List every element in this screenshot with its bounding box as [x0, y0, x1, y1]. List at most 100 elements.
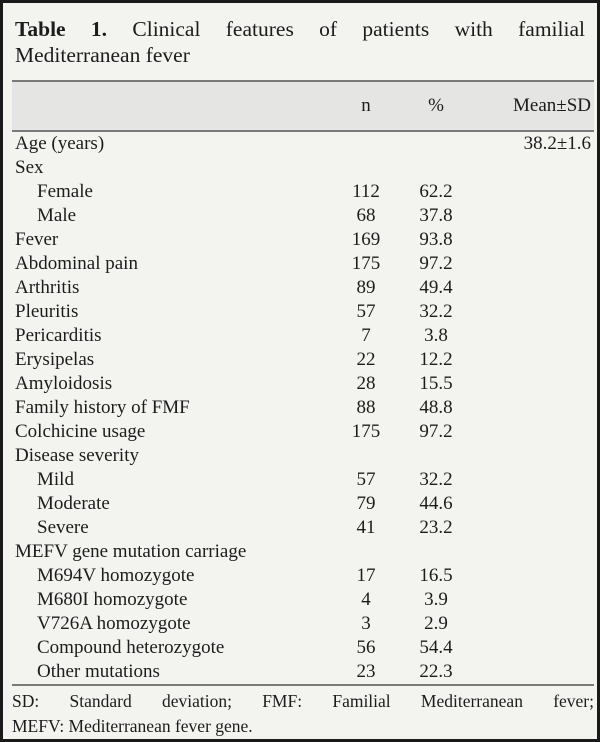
row-label: Mild [37, 469, 74, 490]
table-body: Age (years) 38.2±1.6 Sex Female 112 62.2… [12, 131, 594, 684]
footnote-line-2: MEFV: Mediterranean fever gene. [12, 716, 253, 736]
table-row: Mild 57 32.2 [12, 468, 594, 492]
row-percent-value [398, 156, 474, 180]
table-row: Amyloidosis 28 15.5 [12, 372, 594, 396]
row-mean-sd-value [474, 228, 594, 252]
row-label: Pericarditis [15, 325, 102, 346]
row-label: Erysipelas [15, 349, 95, 370]
row-n-value: 57 [356, 469, 376, 490]
row-n-value: 175 [351, 253, 381, 274]
col-header-mean-sd: Mean±SD [474, 80, 594, 132]
row-n-value: 22 [356, 349, 376, 370]
row-percent-value: 44.6 [419, 493, 453, 514]
row-label: Family history of FMF [15, 397, 190, 418]
row-mean-sd-value [474, 444, 594, 468]
row-percent-value: 32.2 [419, 301, 453, 322]
row-label: Arthritis [15, 277, 80, 298]
table-row: Colchicine usage 175 97.2 [12, 420, 594, 444]
table-caption: Table 1. Clinical features of patients w… [12, 16, 588, 68]
row-percent-value: 97.2 [419, 253, 453, 274]
row-mean-sd-value [474, 300, 594, 324]
table-row: Age (years) 38.2±1.6 [12, 131, 594, 156]
col-header-percent: % [398, 80, 474, 132]
col-header-label [12, 80, 334, 132]
row-label: M680I homozygote [37, 589, 188, 610]
row-n-value: 28 [356, 373, 376, 394]
row-mean-sd-value [474, 180, 594, 204]
row-n-value: 175 [351, 421, 381, 442]
row-mean-sd-value [474, 324, 594, 348]
row-percent-value: 32.2 [419, 469, 453, 490]
row-percent-value: 54.4 [419, 637, 453, 658]
col-header-n: n [334, 80, 398, 132]
table-row: Female 112 62.2 [12, 180, 594, 204]
table-row: Family history of FMF 88 48.8 [12, 396, 594, 420]
row-mean-sd-value [474, 636, 594, 660]
row-n-value: 112 [352, 181, 380, 202]
row-mean-sd-value [474, 564, 594, 588]
row-percent-value: 3.9 [424, 589, 448, 610]
table-row: MEFV gene mutation carriage [12, 540, 594, 564]
row-n-value: 57 [356, 301, 376, 322]
row-label: Severe [37, 517, 89, 538]
row-mean-sd-value [474, 252, 594, 276]
row-label: MEFV gene mutation carriage [15, 541, 247, 562]
caption-line-1: Table 1. Clinical features of patients w… [15, 16, 585, 42]
row-n-value: 79 [356, 493, 376, 514]
row-n-value [334, 540, 398, 564]
row-percent-value: 93.8 [419, 229, 453, 250]
row-n-value: 4 [361, 589, 371, 610]
row-label: Disease severity [15, 445, 139, 466]
row-n-value: 169 [351, 229, 381, 250]
row-label: Fever [15, 229, 59, 250]
caption-line-2: Mediterranean fever [15, 43, 190, 67]
table-row: Male 68 37.8 [12, 204, 594, 228]
row-label: Female [37, 181, 93, 202]
row-mean-sd-value [474, 156, 594, 180]
row-percent-value [398, 131, 474, 156]
row-label: Amyloidosis [15, 373, 113, 394]
row-n-value: 7 [361, 325, 371, 346]
table-row: Compound heterozygote 56 54.4 [12, 636, 594, 660]
table-row: Fever 169 93.8 [12, 228, 594, 252]
row-label: Compound heterozygote [37, 637, 225, 658]
row-mean-sd-value: 38.2±1.6 [523, 133, 591, 154]
row-percent-value: 62.2 [419, 181, 453, 202]
row-mean-sd-value [474, 420, 594, 444]
row-n-value: 68 [356, 205, 376, 226]
table-row: Sex [12, 156, 594, 180]
row-label: V726A homozygote [37, 613, 191, 634]
row-mean-sd-value [474, 348, 594, 372]
row-n-value: 17 [356, 565, 376, 586]
row-label: Abdominal pain [15, 253, 138, 274]
row-percent-value: 97.2 [419, 421, 453, 442]
row-label: Colchicine usage [15, 421, 146, 442]
row-mean-sd-value [474, 612, 594, 636]
row-mean-sd-value [474, 492, 594, 516]
table-row: Disease severity [12, 444, 594, 468]
row-label: Pleuritis [15, 301, 79, 322]
table-row: Abdominal pain 175 97.2 [12, 252, 594, 276]
row-n-value: 3 [361, 613, 371, 634]
row-percent-value [398, 444, 474, 468]
table-number-label: Table 1. [15, 17, 108, 41]
row-percent-value: 49.4 [419, 277, 453, 298]
table-footnote: SD: Standard deviation; FMF: Familial Me… [12, 684, 594, 739]
row-mean-sd-value [474, 396, 594, 420]
row-mean-sd-value [474, 372, 594, 396]
row-percent-value: 2.9 [424, 613, 448, 634]
row-n-value: 88 [356, 397, 376, 418]
row-n-value [334, 156, 398, 180]
row-mean-sd-value [474, 516, 594, 540]
table-row: V726A homozygote 3 2.9 [12, 612, 594, 636]
figure-inner: Table 1. Clinical features of patients w… [3, 3, 597, 739]
row-percent-value: 23.2 [419, 517, 453, 538]
row-label: M694V homozygote [37, 565, 195, 586]
row-mean-sd-value [474, 468, 594, 492]
row-percent-value: 48.8 [419, 397, 453, 418]
row-n-value: 41 [356, 517, 376, 538]
row-mean-sd-value [474, 204, 594, 228]
row-label: Age (years) [15, 133, 105, 154]
row-percent-value: 22.3 [419, 661, 453, 682]
